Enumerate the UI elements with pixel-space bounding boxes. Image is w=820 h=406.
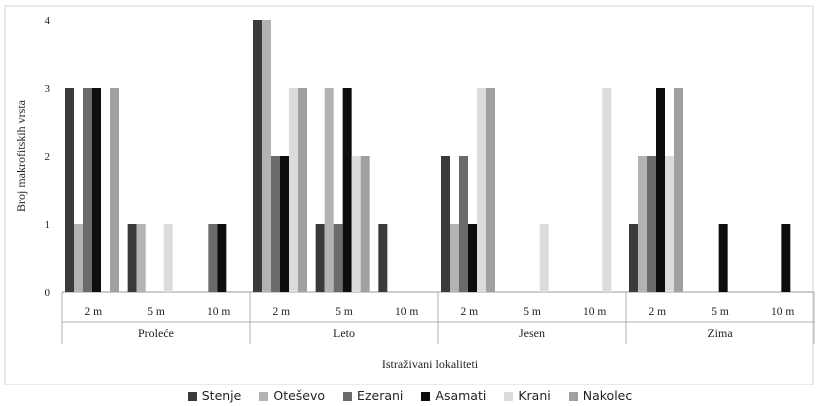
bar-ezerani-0-2	[208, 224, 218, 292]
bar-stenje-0-1	[127, 224, 137, 292]
legend-label: Krani	[518, 388, 551, 403]
legend: Stenje Oteševo Ezerani Asamati Krani Nakolec	[0, 388, 820, 403]
x-tick-label: 2 m	[649, 306, 667, 318]
x-tick-label: 10 m	[207, 306, 230, 318]
bar-stenje-3-0	[629, 224, 638, 292]
bars	[65, 20, 791, 292]
group-label: Proleće	[138, 326, 174, 340]
legend-swatch	[421, 392, 431, 401]
bar-asamati-3-1	[718, 224, 728, 292]
bar-asamati-3-0	[656, 88, 665, 292]
y-tick-label: 2	[45, 151, 51, 163]
legend-label: Oteševo	[273, 388, 326, 403]
legend-item-ezerani: Ezerani	[343, 388, 403, 403]
bar-oteševo-3-0	[638, 156, 647, 292]
legend-item-oteševo: Oteševo	[259, 388, 325, 403]
bar-krani-0-1	[163, 224, 173, 292]
x-tick-label: 2 m	[85, 306, 103, 318]
x-tick-label: 10 m	[395, 306, 418, 318]
bar-oteševo-0-0	[74, 224, 83, 292]
x-tick-label: 10 m	[771, 306, 794, 318]
legend-swatch	[504, 392, 514, 401]
y-tick-label: 1	[45, 219, 51, 231]
bar-krani-2-1	[539, 224, 549, 292]
bar-asamati-0-2	[217, 224, 227, 292]
y-axis-title: Broj makrofitskih vrsta	[14, 99, 28, 212]
legend-swatch	[343, 392, 353, 401]
chart-frame	[4, 5, 814, 385]
bar-oteševo-1-1	[324, 88, 334, 292]
axes	[4, 5, 815, 385]
legend-label: Asamati	[435, 388, 487, 403]
bar-stenje-1-1	[315, 224, 325, 292]
x-tick-label: 5 m	[335, 306, 353, 318]
legend-item-stenje: Stenje	[187, 388, 242, 403]
legend-item-asamati: Asamati	[421, 388, 486, 403]
x-tick-label: 2 m	[461, 306, 479, 318]
legend-label: Stenje	[201, 388, 242, 403]
bar-krani-2-0	[477, 88, 486, 292]
x-tick-label: 10 m	[583, 306, 606, 318]
legend-label: Nakolec	[582, 388, 633, 403]
legend-item-nakolec: Nakolec	[568, 388, 633, 403]
bar-stenje-1-0	[253, 20, 262, 292]
bar-stenje-1-2	[378, 224, 388, 292]
bar-oteševo-0-1	[136, 224, 146, 292]
y-tick-label: 3	[45, 83, 51, 95]
labels: 0 1 2 3 4 Broj makrofitskih vrsta 2 m 5 m 10 m Pr…	[14, 15, 794, 371]
bar-ezerani-1-0	[271, 156, 280, 292]
x-tick-label: 5 m	[147, 306, 165, 318]
x-tick-label: 2 m	[273, 306, 291, 318]
bar-ezerani-1-1	[333, 224, 343, 292]
group-label: Zima	[707, 326, 733, 340]
bar-ezerani-3-0	[647, 156, 656, 292]
bar-asamati-0-0	[92, 88, 101, 292]
bar-krani-3-0	[665, 156, 674, 292]
group-label: Leto	[333, 326, 355, 340]
bar-asamati-1-0	[280, 156, 289, 292]
legend-swatch	[187, 392, 197, 401]
bar-ezerani-0-0	[83, 88, 92, 292]
bar-asamati-2-0	[468, 224, 477, 292]
x-tick-label: 5 m	[523, 306, 541, 318]
y-tick-label: 4	[45, 15, 51, 27]
bar-nakolec-1-0	[298, 88, 307, 292]
bar-stenje-2-0	[441, 156, 450, 292]
bar-stenje-0-0	[65, 88, 74, 292]
bar-krani-2-2	[602, 88, 612, 292]
bar-oteševo-2-0	[450, 224, 459, 292]
bar-oteševo-1-0	[262, 20, 271, 292]
bar-nakolec-0-0	[110, 88, 119, 292]
bar-nakolec-3-0	[674, 88, 683, 292]
group-label: Jesen	[519, 326, 545, 340]
x-axis-title: Istraživani lokaliteti	[382, 357, 479, 371]
legend-swatch	[568, 392, 578, 401]
bar-ezerani-2-0	[459, 156, 468, 292]
y-tick-label: 0	[45, 287, 51, 299]
legend-item-krani: Krani	[504, 388, 551, 403]
bar-chart: 0 1 2 3 4 Broj makrofitskih vrsta 2 m 5 m 10 m Pr…	[4, 5, 815, 385]
bar-nakolec-1-1	[360, 156, 370, 292]
legend-label: Ezerani	[357, 388, 404, 403]
bar-krani-1-1	[351, 156, 361, 292]
bar-krani-1-0	[289, 88, 298, 292]
bar-asamati-3-2	[781, 224, 791, 292]
x-tick-label: 5 m	[711, 306, 729, 318]
legend-swatch	[259, 392, 269, 401]
bar-asamati-1-1	[342, 88, 352, 292]
bar-nakolec-2-0	[486, 88, 495, 292]
